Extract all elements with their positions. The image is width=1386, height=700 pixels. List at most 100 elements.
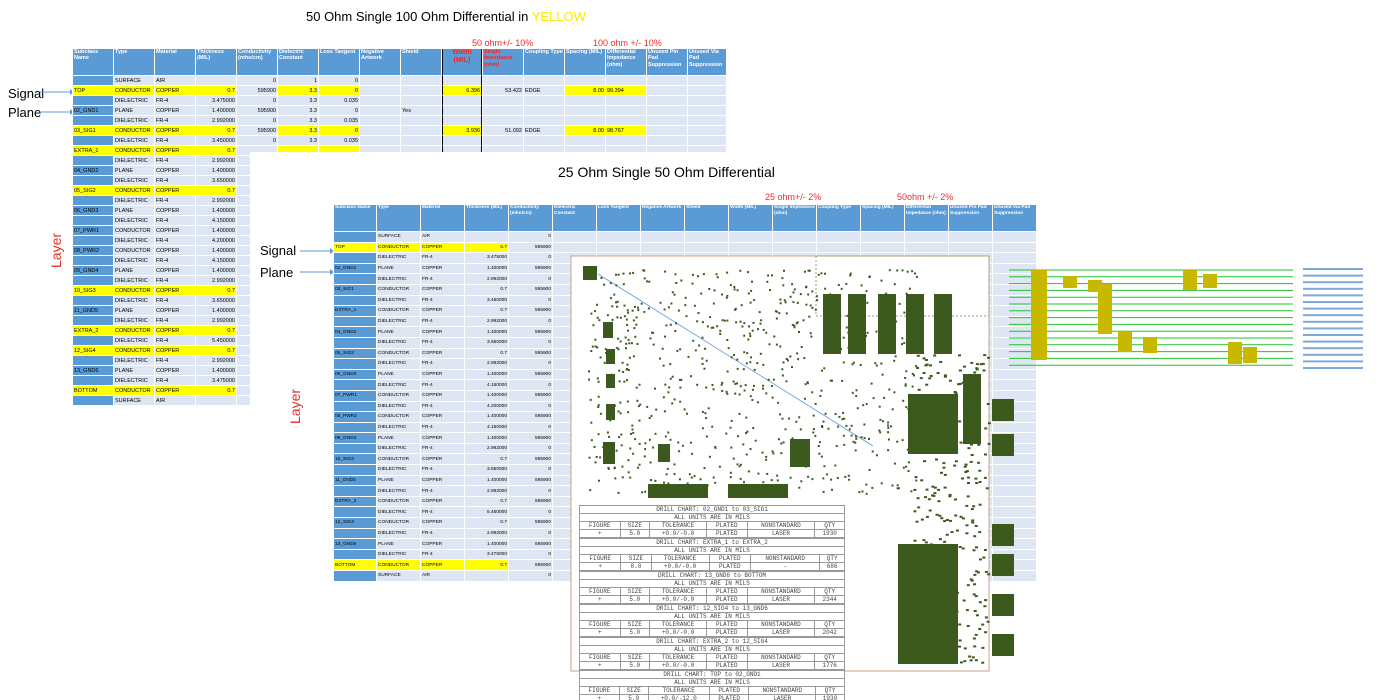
material-cell: FR-4	[421, 380, 464, 391]
via-dot	[615, 301, 617, 304]
pad-dot	[981, 623, 985, 626]
table-row: DIELECTRIC FR-4 2.992000 0 3.3 0.035	[73, 116, 726, 126]
via-dot	[765, 455, 768, 458]
via-dot	[896, 487, 899, 490]
thickness-cell: 1.400000	[196, 206, 236, 216]
via-dot	[701, 357, 704, 360]
negative-artwork-cell	[641, 242, 684, 254]
via-dot	[850, 434, 853, 437]
via-dot	[599, 412, 602, 415]
via-dot	[747, 292, 750, 295]
via-dot	[637, 405, 640, 408]
via-dot	[628, 356, 631, 359]
via-dot	[671, 375, 674, 378]
via-dot	[644, 490, 647, 493]
pad-dot	[977, 461, 981, 464]
type-cell: SURFACE	[114, 396, 154, 406]
column-header: Conductivity (mho/cm)	[509, 205, 552, 232]
conductivity-cell: 0	[509, 401, 552, 413]
material-cell: FR-4	[155, 296, 195, 306]
via-dot	[631, 309, 634, 312]
via-dot	[713, 289, 716, 292]
loss-tangent-cell	[597, 242, 640, 254]
via-dot	[757, 328, 759, 331]
type-cell: CONDUCTOR	[377, 348, 420, 360]
via-dot	[627, 338, 630, 341]
via-dot	[590, 350, 593, 352]
subclass-name-cell: 10_SIG3	[73, 286, 113, 296]
subclass-name-cell	[73, 356, 113, 366]
via-dot	[766, 280, 769, 283]
single-tolerance-note-2: 25 ohm+/- 2%	[765, 192, 822, 202]
pad-dot	[940, 471, 943, 474]
via-dot	[706, 325, 709, 328]
pad-dot	[953, 391, 957, 393]
via-dot	[800, 346, 803, 348]
subclass-name-cell	[334, 422, 376, 434]
drill-value-cell: PLATED	[708, 562, 752, 571]
table-header-row: Subclass Name Type Material Thickness (MIL)…	[73, 49, 726, 76]
via-dot	[604, 348, 607, 351]
pad-dot	[970, 454, 974, 456]
via-dot	[680, 378, 683, 381]
via-dot	[669, 377, 672, 380]
cross-section-layers	[1009, 268, 1363, 369]
unused-via-pad-cell	[688, 126, 726, 136]
pad-dot	[974, 633, 978, 636]
via-dot	[851, 363, 854, 366]
material-cell: FR-4	[421, 528, 464, 540]
via-dot	[768, 343, 771, 346]
via-dot	[711, 425, 714, 428]
unused-via-pad-cell	[993, 571, 1036, 582]
via-dot	[726, 271, 729, 274]
subclass-name-cell	[73, 296, 113, 306]
via-dot	[824, 272, 826, 275]
via-bar	[1183, 270, 1197, 290]
pad-dot	[943, 473, 947, 476]
material-cell: COPPER	[155, 246, 195, 256]
conductivity-cell: 0	[509, 443, 552, 455]
subclass-name-cell: BOTTOM	[73, 386, 113, 396]
via-dot	[896, 440, 899, 443]
subclass-name-cell	[73, 236, 113, 246]
via-dot	[798, 331, 800, 333]
thickness-cell: 1.400000	[465, 433, 508, 444]
subclass-name-cell: EXTRA_2	[334, 496, 376, 508]
subclass-name-cell	[334, 253, 376, 264]
unused-via-pad-cell	[993, 465, 1036, 476]
via-dot	[754, 439, 757, 442]
drill-value-cell: 2042	[814, 628, 845, 637]
pad-dot	[917, 506, 921, 509]
subclass-name-cell: EXTRA_1	[73, 146, 113, 156]
column-header: Single Impedance (ohm)	[773, 205, 816, 232]
thickness-cell: 0.7	[196, 386, 236, 396]
via-dot	[632, 355, 635, 358]
conductivity-cell: 0	[509, 486, 552, 497]
via-dot	[803, 397, 806, 400]
via-dot	[701, 362, 704, 365]
conductivity-cell: 0	[509, 465, 552, 476]
drill-header-cell: TOLERANCE	[649, 521, 707, 530]
via-dot	[669, 323, 672, 326]
via-dot	[646, 405, 649, 408]
via-dot	[904, 384, 907, 387]
via-dot	[890, 425, 892, 428]
subclass-name-cell: 06_GND3	[73, 206, 113, 216]
thickness-cell: 1.400000	[196, 366, 236, 376]
material-cell: FR-4	[421, 507, 464, 519]
material-cell: COPPER	[421, 263, 464, 275]
via-dot	[781, 374, 784, 377]
single-impedance-cell	[483, 106, 523, 116]
subclass-name-cell: 08_PWR2	[334, 412, 376, 423]
conductivity-cell: 0	[237, 116, 277, 126]
subclass-name-cell	[334, 486, 376, 497]
type-cell: CONDUCTOR	[377, 412, 420, 423]
via-dot	[705, 386, 708, 389]
legend-line	[1303, 307, 1363, 310]
via-dot	[901, 337, 904, 340]
table-row: 03_SIG1 CONDUCTOR COPPER 0.7 595900 3.3 0 3.936…	[73, 126, 726, 136]
via-dot	[629, 272, 631, 275]
pad-dot	[937, 488, 941, 491]
via-dot	[733, 286, 736, 288]
negative-artwork-cell	[360, 136, 400, 146]
